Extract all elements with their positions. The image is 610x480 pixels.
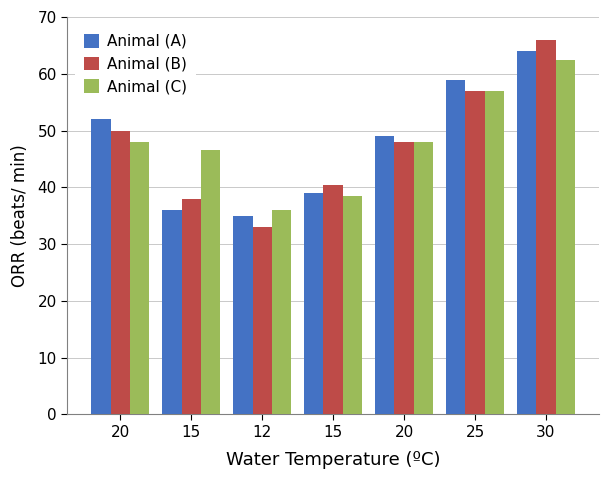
Bar: [182, 199, 201, 414]
Bar: [465, 91, 484, 414]
Bar: [234, 216, 253, 414]
Bar: [92, 119, 110, 414]
Bar: [130, 142, 149, 414]
Bar: [271, 210, 291, 414]
X-axis label: Water Temperature (ºC): Water Temperature (ºC): [226, 451, 440, 469]
Bar: [536, 40, 556, 414]
Bar: [447, 80, 465, 414]
Bar: [484, 91, 504, 414]
Bar: [110, 131, 130, 414]
Bar: [162, 210, 182, 414]
Bar: [556, 60, 575, 414]
Bar: [323, 184, 343, 414]
Legend: Animal (A), Animal (B), Animal (C): Animal (A), Animal (B), Animal (C): [75, 25, 196, 104]
Bar: [395, 142, 414, 414]
Y-axis label: ORR (beats/ min): ORR (beats/ min): [11, 144, 29, 287]
Bar: [201, 150, 220, 414]
Bar: [253, 227, 271, 414]
Bar: [414, 142, 432, 414]
Bar: [517, 51, 536, 414]
Bar: [304, 193, 323, 414]
Bar: [375, 136, 395, 414]
Bar: [343, 196, 362, 414]
